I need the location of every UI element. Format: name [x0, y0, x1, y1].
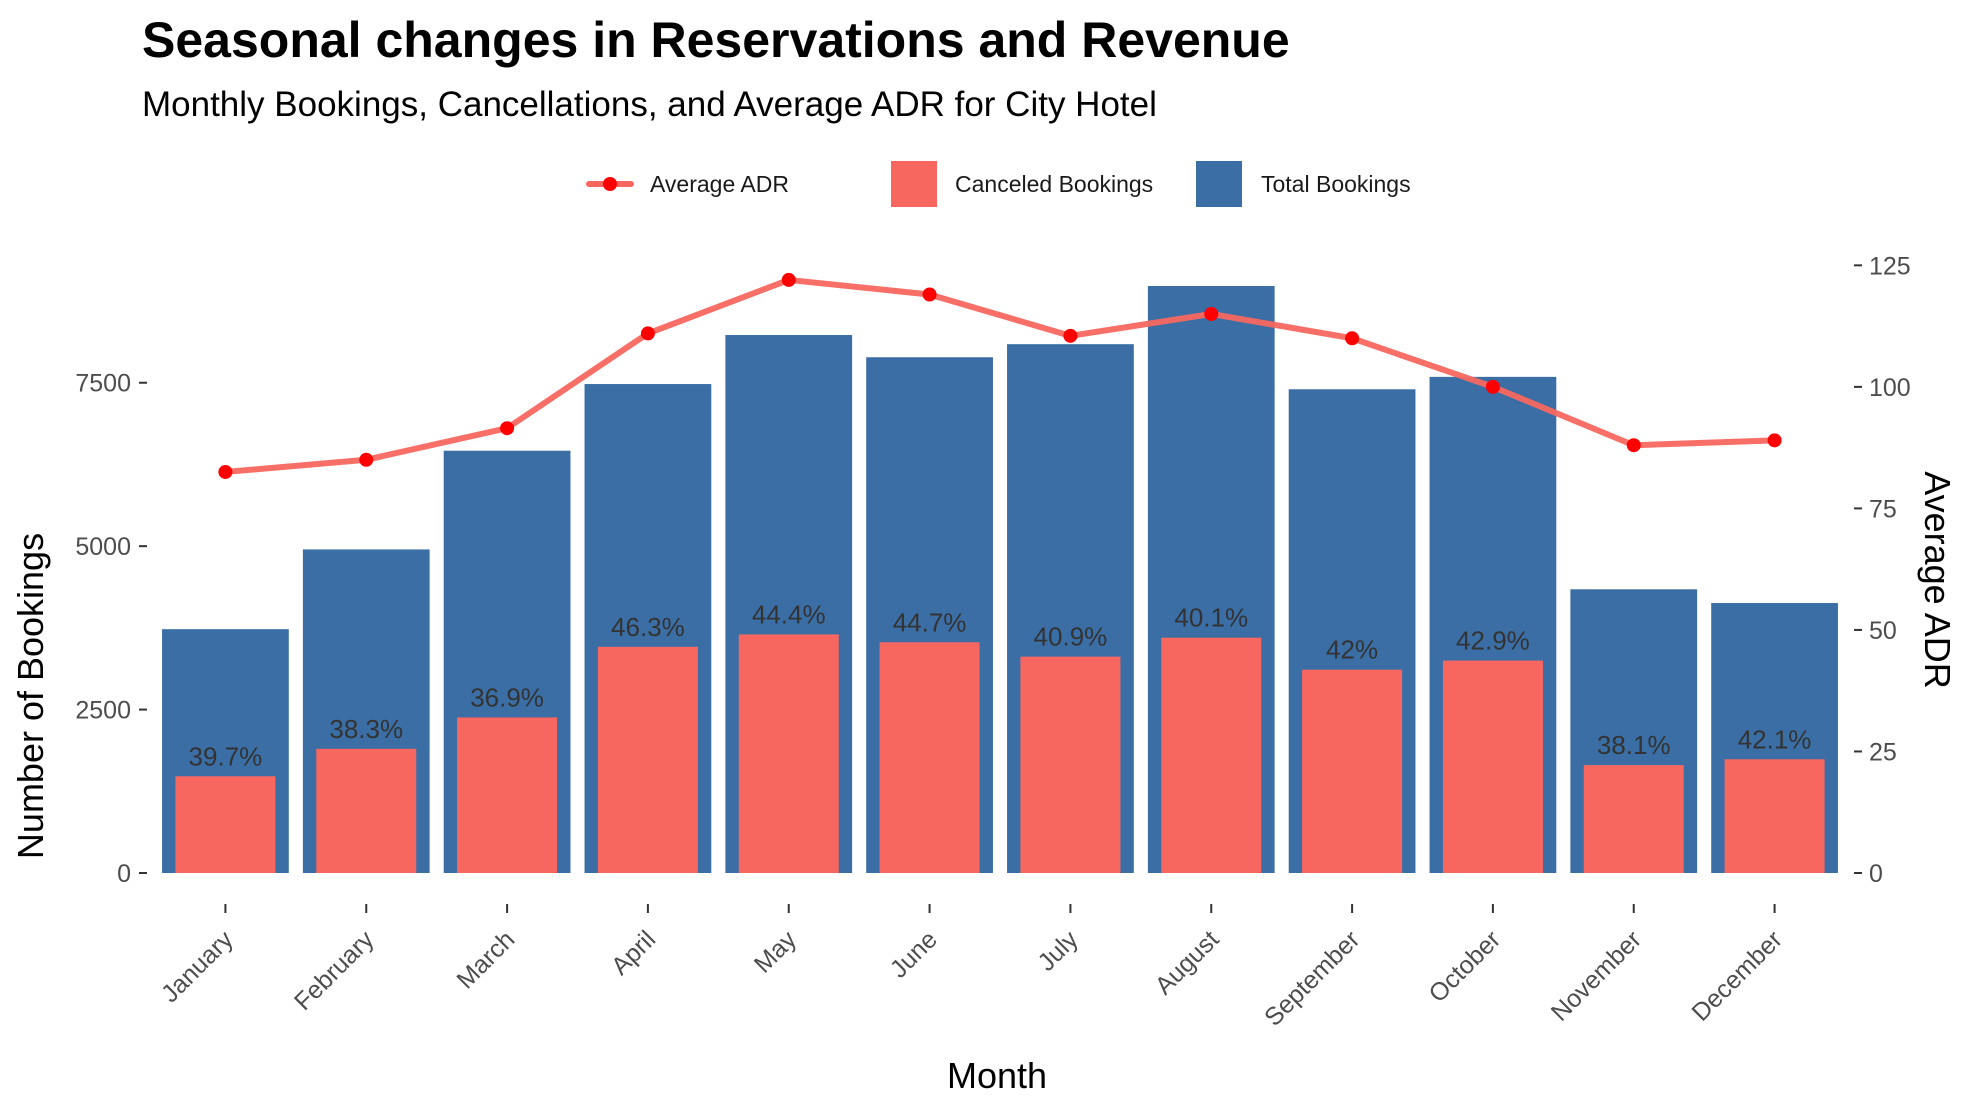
x-tick-label-april: April: [606, 925, 661, 980]
x-tick-label-july: July: [1032, 925, 1084, 977]
cancel-rate-label-october: 42.9%: [1456, 626, 1530, 656]
canceled-bar-may: [738, 634, 839, 873]
canceled-bar-april: [597, 646, 698, 873]
adr-point-september: [1345, 331, 1360, 346]
canceled-bar-june: [879, 642, 980, 873]
y-left-tick-label-2500: 2500: [75, 697, 131, 725]
average-adr-series: [218, 272, 1782, 479]
legend-adr-swatch-point: [603, 177, 617, 191]
adr-point-february: [359, 452, 374, 467]
y-axis-left: 0 2500 5000 7500: [75, 370, 147, 888]
x-tick-label-june: June: [885, 925, 943, 983]
x-tick-label-december: December: [1686, 925, 1787, 1026]
x-tick-label-november: November: [1546, 925, 1647, 1026]
cancel-rate-label-july: 40.9%: [1034, 622, 1108, 652]
x-tick-label-february: February: [289, 925, 380, 1016]
y-right-tick-label-75: 75: [1869, 495, 1897, 523]
x-tick-label-march: March: [451, 925, 520, 994]
legend-item-canceled: Canceled Bookings: [891, 161, 1153, 207]
cancel-rate-label-september: 42%: [1326, 635, 1378, 665]
adr-point-january: [218, 464, 233, 479]
cancel-rate-label-may: 44.4%: [752, 599, 826, 629]
legend-label-adr: Average ADR: [650, 171, 789, 197]
y-left-tick-label-0: 0: [117, 860, 131, 888]
chart-title: Seasonal changes in Reservations and Rev…: [142, 12, 1290, 68]
x-tick-label-september: September: [1259, 925, 1365, 1031]
legend-total-swatch: [1196, 161, 1242, 207]
x-axis: January February March April May June July Augu…: [156, 904, 1788, 1032]
y-left-tick-label-7500: 7500: [75, 370, 131, 398]
adr-point-may: [781, 272, 796, 287]
adr-point-july: [1063, 328, 1078, 343]
cancel-rate-label-december: 42.1%: [1738, 724, 1812, 754]
y-left-tick-label-5000: 5000: [75, 533, 131, 561]
canceled-bar-september: [1302, 669, 1403, 873]
canceled-bar-march: [457, 717, 558, 873]
cancel-rate-label-april: 46.3%: [611, 612, 685, 642]
x-tick-label-october: October: [1423, 925, 1506, 1008]
legend-item-total: Total Bookings: [1196, 161, 1411, 207]
x-tick-label-may: May: [749, 925, 803, 979]
y-axis-left-title: Number of Bookings: [10, 533, 51, 859]
cancellation-rate-labels: 39.7% 38.3% 36.9% 46.3% 44.4% 44.7% 40.9% 40.1%…: [189, 599, 1812, 771]
x-axis-title: Month: [947, 1055, 1047, 1096]
x-tick-label-january: January: [156, 925, 239, 1008]
legend-item-adr: Average ADR: [586, 171, 789, 197]
adr-point-august: [1204, 306, 1219, 321]
canceled-bookings-bars: [175, 634, 1825, 873]
cancel-rate-label-august: 40.1%: [1174, 603, 1248, 633]
canceled-bar-january: [175, 776, 276, 873]
adr-point-october: [1485, 379, 1500, 394]
y-right-tick-label-25: 25: [1869, 738, 1897, 766]
legend: Average ADR Canceled Bookings Total Book…: [586, 161, 1411, 207]
adr-point-april: [640, 326, 655, 341]
canceled-bar-december: [1724, 759, 1825, 873]
x-tick-label-august: August: [1150, 925, 1225, 1000]
y-axis-right-title: Average ADR: [1917, 471, 1958, 688]
y-right-tick-label-0: 0: [1869, 860, 1883, 888]
adr-point-november: [1626, 438, 1641, 453]
canceled-bar-february: [316, 748, 417, 873]
chart-subtitle: Monthly Bookings, Cancellations, and Ave…: [142, 85, 1157, 124]
cancel-rate-label-june: 44.7%: [893, 607, 967, 637]
canceled-bar-july: [1020, 656, 1121, 873]
y-right-tick-label-100: 100: [1869, 374, 1911, 402]
canceled-bar-august: [1161, 637, 1262, 873]
y-right-tick-label-125: 125: [1869, 252, 1911, 280]
adr-point-march: [500, 421, 515, 436]
y-axis-right: 0 25 50 75 100 125: [1854, 252, 1911, 888]
legend-label-canceled: Canceled Bookings: [955, 171, 1153, 197]
cancel-rate-label-february: 38.3%: [329, 714, 403, 744]
canceled-bar-november: [1583, 765, 1684, 873]
y-right-tick-label-50: 50: [1869, 617, 1897, 645]
adr-point-june: [922, 287, 937, 302]
cancel-rate-label-november: 38.1%: [1597, 730, 1671, 760]
cancel-rate-label-march: 36.9%: [470, 682, 544, 712]
legend-canceled-swatch: [891, 161, 937, 207]
adr-point-december: [1767, 433, 1782, 448]
adr-line: [222, 276, 1778, 475]
canceled-bar-october: [1442, 660, 1543, 873]
cancel-rate-label-january: 39.7%: [189, 741, 263, 771]
legend-label-total: Total Bookings: [1261, 171, 1411, 197]
